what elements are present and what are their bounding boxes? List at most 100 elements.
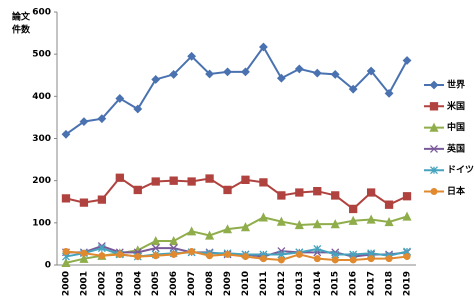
point-marker bbox=[385, 255, 393, 263]
legend-marker bbox=[429, 80, 439, 90]
point-marker bbox=[384, 88, 394, 98]
point-marker bbox=[276, 216, 286, 226]
point-marker bbox=[331, 256, 339, 264]
point-marker bbox=[79, 117, 89, 127]
x-tick-label: 2011 bbox=[259, 271, 269, 296]
point-marker bbox=[169, 236, 179, 246]
point-marker bbox=[80, 249, 88, 257]
point-marker bbox=[187, 226, 197, 236]
point-marker bbox=[295, 250, 303, 258]
y-tick-label: 300 bbox=[32, 134, 51, 144]
point-marker bbox=[259, 42, 268, 52]
point-marker bbox=[222, 224, 233, 234]
point-marker bbox=[277, 256, 285, 264]
x-tick-label: 2019 bbox=[403, 271, 413, 296]
y-tick-label: 600 bbox=[32, 8, 51, 18]
y-tick-label: 500 bbox=[32, 50, 51, 60]
point-marker bbox=[294, 64, 304, 74]
y-tick-label: 100 bbox=[32, 218, 51, 228]
y-axis-label: 論文 bbox=[12, 11, 31, 23]
x-tick-label: 2008 bbox=[205, 271, 215, 296]
point-marker bbox=[402, 192, 412, 201]
point-marker bbox=[61, 257, 71, 268]
point-marker bbox=[97, 195, 107, 204]
point-marker bbox=[331, 191, 340, 200]
point-marker bbox=[241, 175, 250, 184]
point-marker bbox=[97, 114, 107, 124]
point-marker bbox=[61, 194, 71, 203]
point-marker bbox=[366, 214, 376, 224]
point-marker bbox=[62, 248, 70, 256]
point-marker bbox=[188, 248, 196, 256]
x-tick-label: 2007 bbox=[187, 271, 197, 296]
point-marker bbox=[151, 177, 160, 186]
point-marker bbox=[205, 69, 214, 79]
point-marker bbox=[206, 252, 214, 260]
point-marker bbox=[152, 252, 160, 260]
y-axis-label: 件数 bbox=[12, 24, 31, 36]
point-marker bbox=[223, 185, 232, 195]
x-tick-label: 2016 bbox=[349, 271, 359, 296]
point-marker bbox=[294, 219, 304, 230]
point-marker bbox=[169, 176, 178, 185]
point-marker bbox=[366, 66, 376, 76]
point-marker bbox=[205, 230, 215, 240]
x-tick-label: 2002 bbox=[97, 271, 107, 296]
point-marker bbox=[348, 215, 358, 225]
point-marker bbox=[313, 255, 321, 263]
x-tick-label: 2013 bbox=[295, 271, 305, 296]
point-marker bbox=[384, 217, 394, 227]
point-marker bbox=[169, 69, 179, 79]
point-marker bbox=[258, 212, 268, 222]
x-tick-label: 2001 bbox=[79, 271, 89, 296]
point-marker bbox=[349, 256, 357, 264]
x-tick-label: 2010 bbox=[241, 271, 251, 296]
x-tick-label: 2018 bbox=[385, 271, 395, 296]
point-marker bbox=[276, 73, 286, 83]
legend-marker bbox=[429, 122, 439, 132]
legend-marker bbox=[430, 144, 438, 153]
point-marker bbox=[79, 253, 89, 263]
x-tick-label: 2009 bbox=[223, 271, 233, 296]
point-marker bbox=[151, 236, 161, 246]
series-line bbox=[65, 45, 408, 136]
point-marker bbox=[366, 188, 376, 197]
point-marker bbox=[313, 245, 322, 253]
point-marker bbox=[259, 178, 268, 187]
point-marker bbox=[295, 188, 304, 197]
point-marker bbox=[277, 191, 286, 200]
point-marker bbox=[98, 252, 106, 260]
x-tick-label: 2015 bbox=[331, 271, 341, 296]
point-marker bbox=[312, 68, 322, 78]
point-marker bbox=[61, 129, 71, 139]
x-tick-label: 2004 bbox=[133, 271, 143, 296]
point-marker bbox=[240, 222, 251, 232]
legend-label: 英国 bbox=[446, 142, 465, 154]
point-marker bbox=[134, 253, 142, 261]
point-marker bbox=[367, 255, 375, 263]
legend-marker bbox=[429, 102, 439, 111]
point-marker bbox=[349, 204, 358, 214]
point-marker bbox=[187, 51, 197, 61]
point-marker bbox=[97, 244, 106, 253]
x-tick-label: 2006 bbox=[169, 271, 179, 296]
point-marker bbox=[79, 198, 89, 207]
point-marker bbox=[223, 67, 232, 77]
x-tick-label: 2005 bbox=[151, 271, 161, 296]
point-marker bbox=[313, 187, 322, 196]
point-marker bbox=[187, 177, 196, 186]
x-tick-label: 2014 bbox=[313, 271, 323, 296]
y-tick-label: 0 bbox=[45, 261, 51, 271]
legend-label: ドイツ bbox=[447, 165, 474, 176]
point-marker bbox=[403, 253, 411, 261]
point-marker bbox=[116, 250, 124, 258]
legend-label: 中国 bbox=[447, 121, 465, 133]
point-marker bbox=[151, 75, 161, 84]
point-marker bbox=[133, 185, 142, 195]
legend-label: 米国 bbox=[446, 100, 465, 112]
point-marker bbox=[205, 174, 214, 183]
point-marker bbox=[170, 250, 178, 258]
point-marker bbox=[115, 94, 125, 103]
x-tick-label: 2003 bbox=[115, 271, 125, 296]
